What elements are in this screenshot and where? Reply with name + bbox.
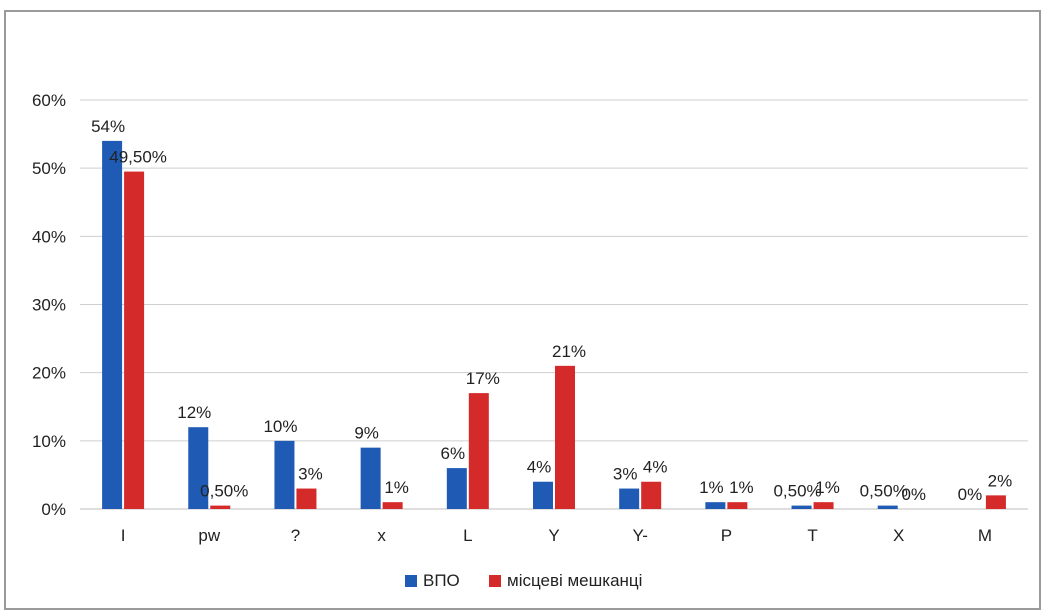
bar-vpo <box>792 506 812 509</box>
legend-swatch <box>405 575 417 587</box>
data-label: 1% <box>815 478 840 497</box>
data-label: 3% <box>298 465 323 484</box>
x-tick-label: P <box>721 526 732 545</box>
x-tick-label: Y <box>548 526 559 545</box>
y-tick-label: 40% <box>32 227 66 246</box>
bar-local <box>814 502 834 509</box>
bar-vpo <box>619 489 639 509</box>
data-label: 9% <box>354 424 379 443</box>
data-label: 49,50% <box>109 148 167 167</box>
bar-local <box>641 482 661 509</box>
y-tick-label: 30% <box>32 296 66 315</box>
bar-local <box>555 366 575 509</box>
x-tick-label: pw <box>198 526 220 545</box>
bar-local <box>383 502 403 509</box>
bar-vpo <box>447 468 467 509</box>
bar-vpo <box>361 448 381 509</box>
data-label: 2% <box>988 471 1013 490</box>
data-label: 21% <box>552 342 586 361</box>
y-tick-label: 10% <box>32 432 66 451</box>
y-tick-label: 60% <box>32 91 66 110</box>
bar-vpo <box>102 141 122 509</box>
x-tick-label: X <box>893 526 904 545</box>
data-label: 17% <box>466 369 500 388</box>
bar-vpo <box>878 506 898 509</box>
data-label: 4% <box>643 458 668 477</box>
x-tick-label: L <box>463 526 472 545</box>
bar-local <box>296 489 316 509</box>
bar-vpo <box>274 441 294 509</box>
bar-vpo <box>533 482 553 509</box>
x-tick-label: M <box>978 526 992 545</box>
x-tick-label: ? <box>291 526 300 545</box>
x-tick-label: Y- <box>632 526 647 545</box>
data-label: 0% <box>901 485 926 504</box>
data-label: 6% <box>441 444 466 463</box>
bar-local <box>210 506 230 509</box>
y-tick-label: 0% <box>41 500 66 519</box>
bar-local <box>124 172 144 509</box>
data-label: 4% <box>527 458 552 477</box>
data-label: 0% <box>958 485 983 504</box>
bar-vpo <box>705 502 725 509</box>
bar-local <box>469 393 489 509</box>
data-label: 54% <box>91 117 125 136</box>
data-label: 12% <box>177 403 211 422</box>
y-tick-label: 20% <box>32 364 66 383</box>
x-tick-label: x <box>377 526 386 545</box>
data-label: 1% <box>699 478 724 497</box>
data-label: 1% <box>729 478 754 497</box>
bar-local <box>986 495 1006 509</box>
data-label: 10% <box>263 417 297 436</box>
legend-label: ВПО <box>423 571 460 590</box>
legend-swatch <box>489 575 501 587</box>
data-label: 1% <box>384 478 409 497</box>
x-tick-label: I <box>121 526 126 545</box>
bar-local <box>727 502 747 509</box>
data-label: 0,50% <box>200 482 248 501</box>
x-tick-label: T <box>807 526 817 545</box>
y-tick-label: 50% <box>32 159 66 178</box>
legend-label: місцеві мешканці <box>507 571 642 590</box>
data-label: 3% <box>613 465 638 484</box>
